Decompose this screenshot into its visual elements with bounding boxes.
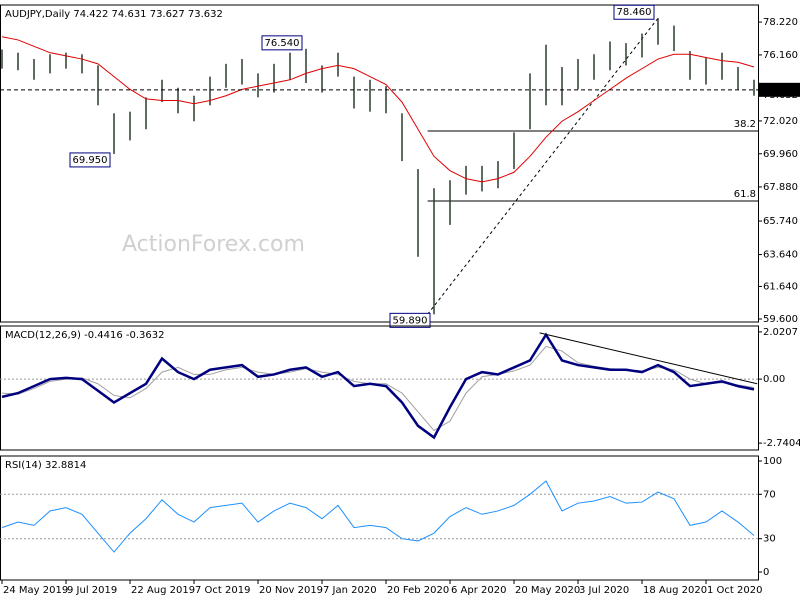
indicator-line (1, 332, 755, 440)
panel-title: AUDJPY,Daily 74.422 74.631 73.627 73.632 (5, 9, 223, 20)
x-tick-label: 24 May 2019 (3, 585, 68, 596)
annotation-label: 78.460 (617, 7, 652, 18)
fib-label: 61.8 (734, 189, 756, 200)
trend-line (539, 332, 758, 385)
y-tick-label: 61.640 (763, 281, 798, 292)
x-tick-label: 7 Oct 2019 (195, 585, 250, 596)
x-tick-label: 9 Jul 2019 (67, 585, 117, 596)
annotation-box (261, 35, 303, 51)
panel-frame (0, 4, 759, 323)
price-box (759, 82, 800, 97)
annotation-box (613, 4, 655, 20)
x-tick-label: 7 Jan 2020 (323, 585, 377, 596)
y-tick-label: 72.020 (763, 116, 798, 127)
x-tick-label: 20 Feb 2020 (387, 585, 449, 596)
panel-frame (0, 455, 759, 581)
annotation-label: 59.890 (393, 315, 428, 326)
price-label: 73.970 (763, 85, 798, 96)
y-tick-label: 78.220 (763, 17, 798, 28)
y-tick-label: 59.600 (763, 314, 798, 325)
indicator-line (1, 480, 755, 553)
x-tick-label: 3 Jul 2020 (579, 585, 629, 596)
panel-title: MACD(12,26,9) -0.4416 -0.3632 (5, 330, 165, 341)
panel-frame (0, 325, 759, 451)
y-tick-label: -2.7404 (763, 438, 800, 449)
x-tick-label: 20 May 2020 (515, 585, 580, 596)
annotation-box (389, 312, 431, 328)
y-tick-label: 70 (763, 489, 776, 500)
moving-average (1, 36, 755, 183)
y-tick-label: 69.960 (763, 149, 798, 160)
x-tick-label: 18 Aug 2020 (643, 585, 707, 596)
x-tick-label: 22 Aug 2019 (131, 585, 195, 596)
trend-line (427, 17, 659, 315)
annotation-box (69, 152, 111, 168)
y-tick-label: 65.740 (763, 216, 798, 227)
x-tick-label: 1 Oct 2020 (707, 585, 762, 596)
y-tick-label: 30 (763, 534, 776, 545)
y-tick-label: 100 (763, 456, 782, 467)
watermark: ActionForex.com (122, 232, 305, 257)
y-tick-label: 0 (763, 567, 769, 578)
y-tick-label: 2.0207 (763, 327, 798, 338)
fib-label: 38.2 (734, 119, 756, 130)
x-tick-label: 20 Nov 2019 (259, 585, 323, 596)
annotation-label: 69.950 (73, 155, 108, 166)
panel-title: RSI(14) 32.8814 (5, 460, 86, 471)
y-tick-label: 67.880 (763, 182, 798, 193)
y-tick-label: 0.00 (763, 374, 785, 385)
annotation-label: 76.540 (265, 38, 300, 49)
y-tick-label: 76.160 (763, 50, 798, 61)
indicator-line (1, 345, 755, 432)
y-tick-label: 63.640 (763, 250, 798, 261)
x-tick-label: 6 Apr 2020 (451, 585, 506, 596)
